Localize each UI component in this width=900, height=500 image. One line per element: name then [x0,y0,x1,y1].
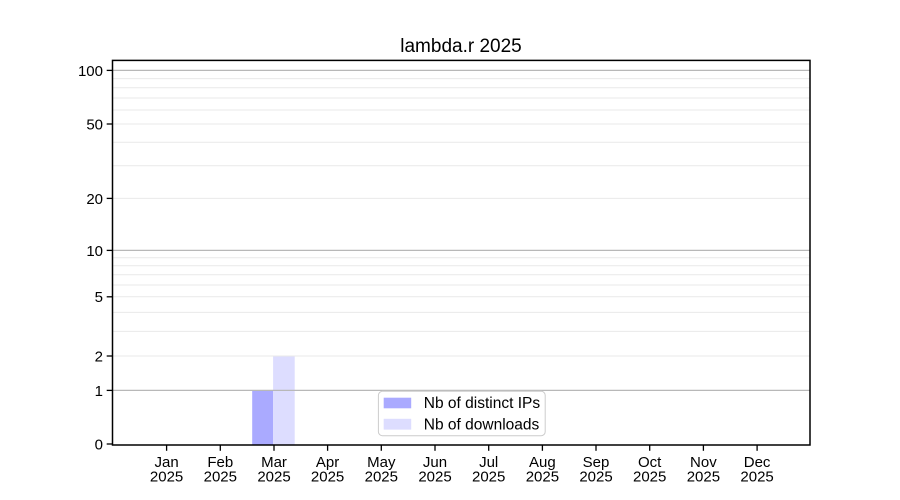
svg-text:Mar: Mar [261,454,287,471]
svg-text:2025: 2025 [633,469,666,486]
svg-text:2025: 2025 [579,469,612,486]
svg-text:20: 20 [86,191,103,208]
svg-text:Jun: Jun [423,454,447,471]
svg-text:Sep: Sep [583,454,610,471]
svg-text:2025: 2025 [418,469,451,486]
svg-text:Jan: Jan [155,454,179,471]
svg-text:2025: 2025 [311,469,344,486]
svg-text:Oct: Oct [638,454,662,471]
svg-text:2025: 2025 [740,469,773,486]
svg-text:2025: 2025 [526,469,559,486]
svg-text:2025: 2025 [365,469,398,486]
svg-text:2025: 2025 [257,469,290,486]
svg-text:2025: 2025 [204,469,237,486]
svg-text:Dec: Dec [744,454,771,471]
svg-text:1: 1 [95,383,103,400]
svg-text:Nov: Nov [690,454,717,471]
svg-text:Feb: Feb [207,454,233,471]
svg-text:0: 0 [95,436,103,453]
svg-text:100: 100 [78,63,103,80]
svg-text:2025: 2025 [150,469,183,486]
svg-text:Aug: Aug [529,454,556,471]
svg-text:10: 10 [86,243,103,260]
svg-text:5: 5 [95,289,103,306]
svg-text:Apr: Apr [316,454,339,471]
svg-text:2: 2 [95,348,103,365]
svg-text:Nb of distinct IPs: Nb of distinct IPs [424,395,541,412]
svg-text:Jul: Jul [479,454,498,471]
svg-text:50: 50 [86,116,103,133]
svg-text:lambda.r 2025: lambda.r 2025 [400,36,521,57]
svg-text:Nb of downloads: Nb of downloads [424,417,540,434]
svg-text:2025: 2025 [687,469,720,486]
svg-text:May: May [367,454,396,471]
svg-text:2025: 2025 [472,469,505,486]
